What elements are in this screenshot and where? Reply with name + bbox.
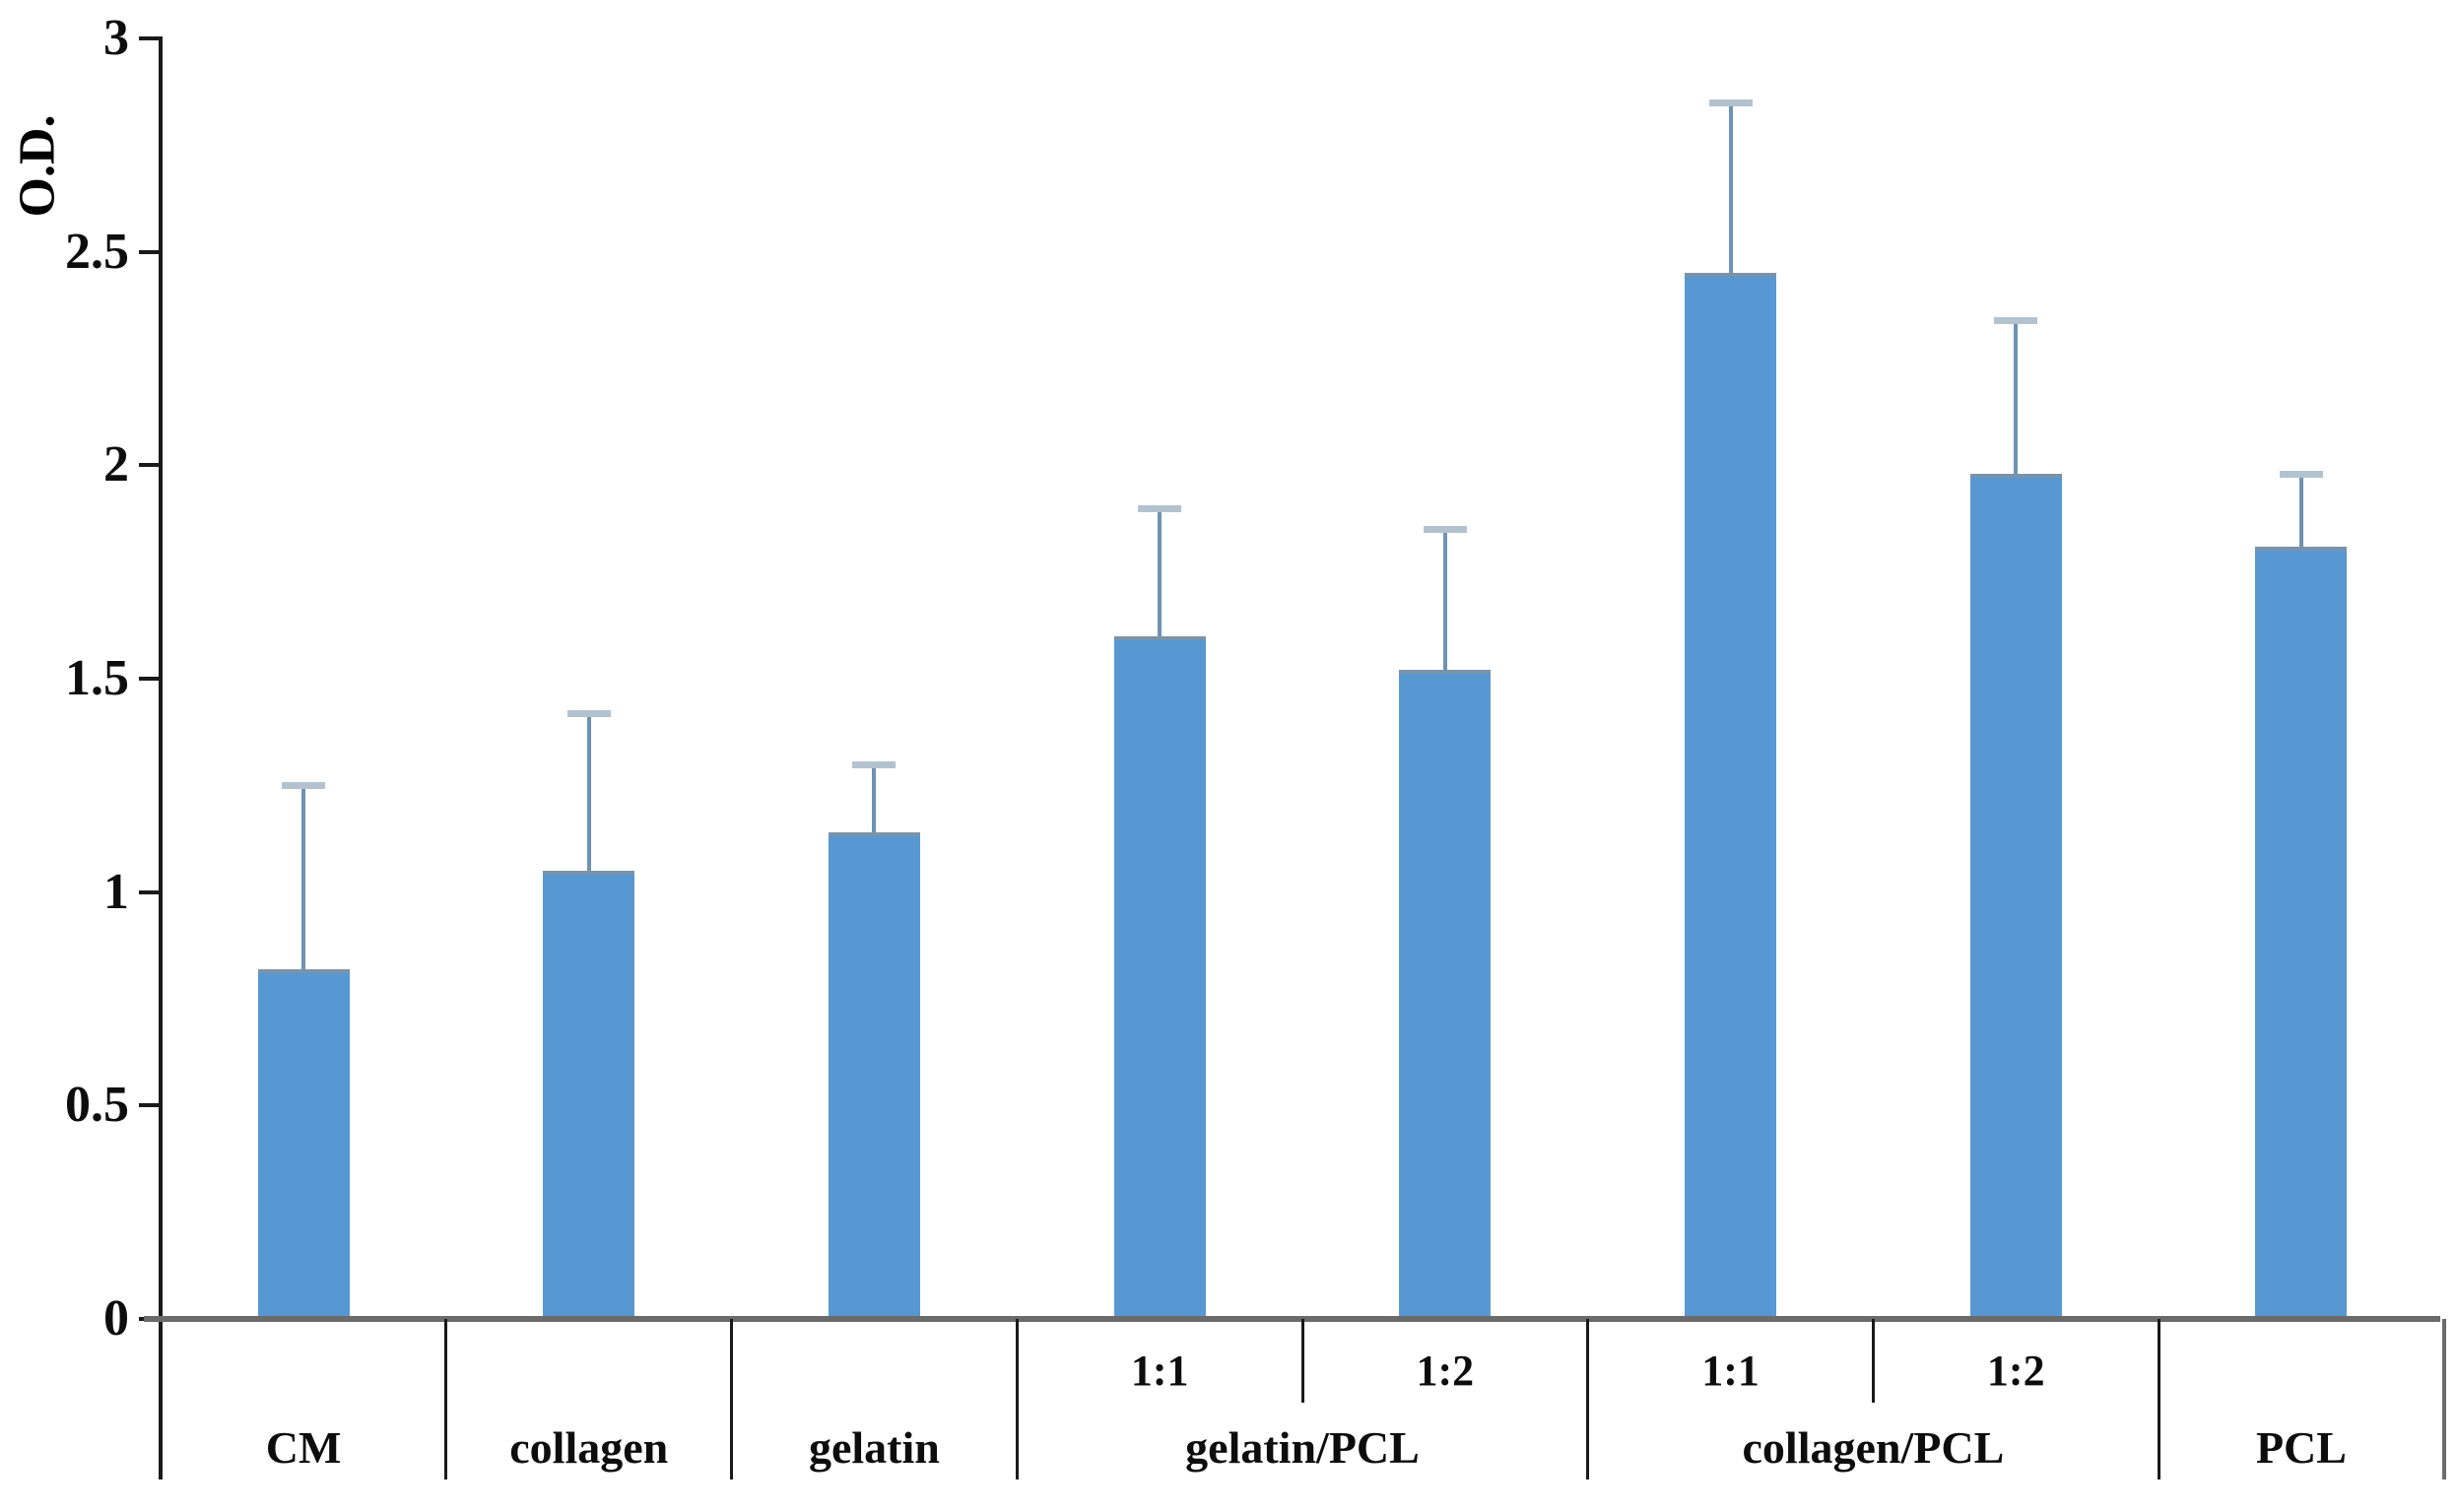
error-bar — [1728, 102, 1733, 274]
group-label: CM — [265, 1422, 342, 1473]
error-bar — [301, 785, 306, 969]
group-divider — [730, 1319, 734, 1479]
y-tick — [139, 249, 159, 254]
error-bar — [872, 763, 877, 832]
x-axis-line — [144, 1316, 2440, 1322]
bar — [1113, 635, 1206, 1319]
y-tick-label: 2 — [103, 436, 129, 493]
y-tick-label: 3 — [103, 10, 129, 66]
error-bar — [1158, 507, 1163, 636]
group-label: PCL — [2255, 1422, 2347, 1473]
group-divider — [2157, 1319, 2160, 1479]
group-label: gelatin/PCL — [1185, 1422, 1420, 1473]
bar — [2255, 546, 2348, 1319]
sub-divider — [1871, 1319, 1875, 1403]
y-tick-label: 2.5 — [65, 223, 129, 280]
y-tick — [139, 677, 159, 681]
y-tick-label: 1 — [103, 863, 129, 920]
error-bar-cap — [1994, 317, 2038, 324]
bar — [1685, 273, 1777, 1319]
y-tick-label: 0.5 — [65, 1077, 129, 1134]
group-label: collagen — [509, 1422, 669, 1473]
error-bar — [2298, 474, 2303, 547]
y-tick — [139, 1103, 159, 1108]
y-tick — [139, 463, 159, 468]
bar-sublabel: 1:2 — [1416, 1347, 1475, 1395]
y-tick-label: 0 — [103, 1290, 129, 1347]
y-axis-line — [159, 36, 163, 1479]
bar — [1969, 474, 2062, 1319]
error-bar-cap — [1708, 99, 1753, 106]
error-bar-cap — [2279, 471, 2323, 478]
error-bar — [2014, 320, 2019, 474]
error-bar-cap — [282, 782, 326, 790]
group-label: gelatin — [808, 1422, 940, 1473]
bar-sublabel: 1:1 — [1130, 1347, 1189, 1395]
y-tick — [139, 889, 159, 894]
bar-sublabel: 1:2 — [1986, 1347, 2045, 1395]
group-divider — [1015, 1319, 1019, 1479]
bar — [257, 968, 350, 1319]
bar — [543, 871, 635, 1319]
group-divider — [444, 1319, 448, 1479]
bar — [828, 832, 920, 1319]
bar-sublabel: 1:1 — [1701, 1347, 1760, 1395]
y-tick — [139, 36, 159, 40]
group-divider — [1586, 1319, 1590, 1479]
error-bar-cap — [1423, 526, 1467, 534]
error-bar — [586, 712, 591, 871]
bar — [1399, 670, 1492, 1319]
error-bar-cap — [566, 709, 611, 717]
error-bar-cap — [1138, 504, 1182, 512]
sub-divider — [1300, 1319, 1304, 1403]
group-label: collagen/PCL — [1742, 1422, 2005, 1473]
axis-end-divider — [2441, 1319, 2446, 1479]
error-bar — [1442, 529, 1447, 671]
error-bar-cap — [852, 760, 897, 768]
y-tick-label: 1.5 — [65, 650, 129, 706]
